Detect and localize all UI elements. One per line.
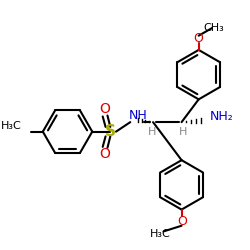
Text: O: O — [178, 216, 188, 228]
Text: NH₂: NH₂ — [210, 110, 233, 123]
Text: CH₃: CH₃ — [204, 23, 224, 33]
Text: NH: NH — [128, 109, 147, 122]
Text: O: O — [99, 102, 110, 116]
Text: S: S — [105, 124, 116, 139]
Text: O: O — [193, 32, 203, 45]
Text: H: H — [179, 127, 188, 137]
Text: H₃C: H₃C — [1, 121, 22, 131]
Text: H₃C: H₃C — [150, 229, 171, 239]
Text: H: H — [148, 127, 156, 137]
Text: O: O — [99, 148, 110, 162]
